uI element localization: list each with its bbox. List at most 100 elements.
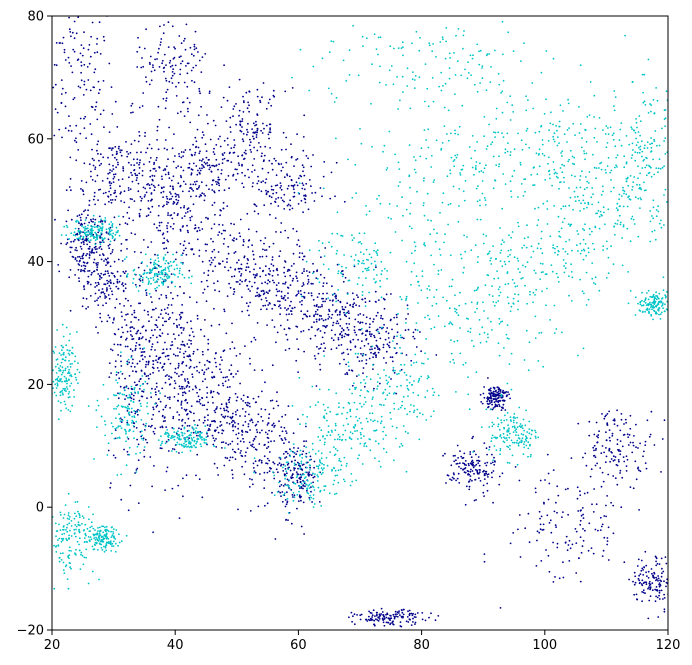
scatter-point [260,461,263,464]
scatter-point [407,328,410,331]
scatter-point [298,494,301,497]
scatter-point [121,326,123,329]
scatter-point [301,187,304,190]
scatter-point [97,297,100,299]
scatter-point [328,308,330,311]
scatter-point [203,364,206,366]
scatter-point [426,296,429,299]
scatter-point [64,91,67,94]
scatter-point [256,95,259,98]
scatter-point [285,519,287,521]
scatter-point [608,447,611,450]
scatter-point [144,438,147,441]
scatter-point [640,569,643,572]
scatter-point [483,495,485,497]
scatter-point [207,159,210,161]
scatter-point [467,376,469,378]
scatter-point [157,229,160,232]
scatter-point [625,135,628,137]
scatter-point [290,460,293,463]
scatter-point [109,184,112,187]
scatter-point [359,402,361,405]
scatter-point [235,281,238,283]
scatter-point [661,166,664,169]
scatter-point [231,448,234,451]
scatter-point [173,380,176,382]
scatter-point [106,282,109,285]
scatter-point [124,283,127,285]
scatter-point [267,445,270,448]
scatter-point [133,309,136,312]
scatter-point [466,470,469,472]
scatter-point [555,328,558,330]
scatter-point [99,316,102,319]
scatter-point [293,306,296,309]
scatter-point [113,274,116,277]
scatter-point [364,442,367,444]
scatter-point [246,396,249,398]
scatter-point [144,131,147,134]
scatter-point [410,624,413,626]
scatter-point [343,456,346,459]
scatter-point [261,420,264,422]
scatter-point [154,186,156,189]
scatter-point [615,156,618,159]
scatter-point [323,342,325,345]
scatter-point [97,332,99,334]
scatter-point [259,275,262,278]
scatter-point [164,341,166,344]
scatter-point [233,252,236,254]
scatter-point [135,174,137,177]
scatter-point [556,245,559,248]
scatter-point [638,187,641,190]
scatter-point [156,326,159,328]
scatter-point [244,455,247,457]
scatter-point [241,431,244,433]
scatter-point [618,449,620,451]
scatter-point [361,321,364,324]
scatter-point [430,612,432,615]
scatter-point [77,149,80,151]
scatter-point [386,394,389,397]
scatter-point [405,322,407,324]
scatter-point [305,155,308,157]
scatter-point [400,609,403,611]
scatter-point [388,619,391,621]
scatter-point [244,149,247,152]
scatter-point [123,201,126,204]
scatter-point [308,328,310,331]
scatter-point [270,202,272,205]
scatter-point [242,100,245,102]
scatter-point [259,255,261,258]
scatter-point [83,261,86,264]
scatter-point [224,229,227,232]
scatter-point [100,248,103,251]
scatter-point [258,295,260,298]
scatter-point [93,195,96,198]
scatter-point [164,173,167,176]
scatter-point [655,595,657,598]
scatter-point [532,250,535,253]
scatter-point [83,210,85,213]
scatter-point [96,118,99,121]
scatter-point [478,472,480,475]
scatter-point [289,199,291,202]
scatter-point [265,178,268,181]
scatter-point [272,242,275,245]
scatter-point [241,154,244,157]
scatter-point [173,396,176,398]
scatter-point [353,613,356,616]
scatter-point [256,114,259,116]
scatter-point [103,126,105,129]
scatter-point [148,340,151,343]
scatter-point [290,313,293,315]
scatter-point [351,292,354,295]
scatter-point [517,260,520,262]
scatter-point [143,351,146,353]
scatter-point [261,96,263,99]
scatter-point [179,73,182,76]
scatter-point [476,288,479,290]
scatter-point [614,145,617,148]
scatter-point [248,402,251,405]
scatter-point [174,382,177,385]
